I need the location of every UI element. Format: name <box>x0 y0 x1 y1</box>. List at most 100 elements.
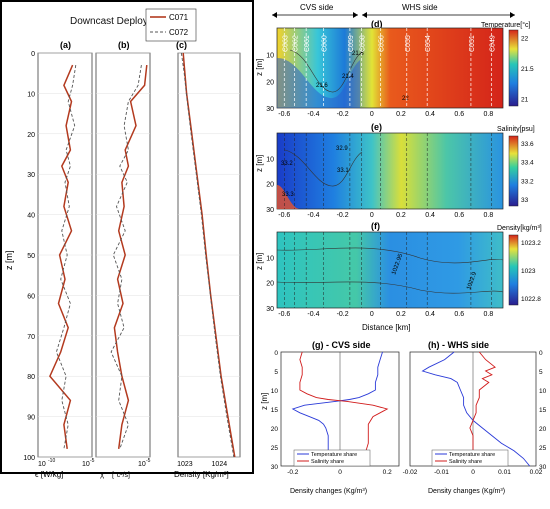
contour-label-temp-1: 21.6 <box>316 83 328 89</box>
section-density: (f) Density[kg/m³] 1022.95 1022.9 1022.8… <box>255 221 542 332</box>
panel-label-f: (f) <box>371 221 380 231</box>
cast-label: C049 <box>489 35 496 52</box>
panel-label-e: (e) <box>371 122 382 132</box>
cast-label: C054 <box>425 35 432 52</box>
density-axes: -0.6 -0.4 -0.2 0 0.2 0.4 0.6 0.8 10 20 30 <box>266 255 493 318</box>
colorbar-tick: 22 <box>521 35 529 42</box>
cast-label: C062 <box>292 35 299 52</box>
contour-label-temp-3: 22 <box>402 96 409 102</box>
profile-gridlines <box>38 52 240 458</box>
plot-b-xunit: [°c²/s] <box>112 471 130 479</box>
xtick-exp-b: -5 <box>146 458 151 464</box>
colorbar-tick: 33 <box>521 197 529 204</box>
plot-a-ylabel: z [m] <box>4 251 14 271</box>
section-xtick: 0.2 <box>396 212 406 219</box>
contour-label-sal-1: 32.9 <box>336 146 348 152</box>
cast-lines-salinity <box>284 133 492 209</box>
salinity-high-patch <box>277 185 300 209</box>
plot-a-xlabel: ϵ [W/kg] <box>35 470 63 479</box>
section-ytick: 30 <box>266 306 274 313</box>
left-figure-border <box>0 0 254 474</box>
plot-b-xlabel: χ <box>100 470 105 479</box>
cast-label: C051 <box>469 35 476 52</box>
share-line-temperature <box>291 351 383 466</box>
section-xtick: -0.4 <box>307 212 319 219</box>
heatmap-salinity <box>276 132 504 210</box>
share-ytick: 15 <box>271 407 279 414</box>
share-ytick: 30 <box>539 464 547 471</box>
plot-f-xlabel: Distance [km] <box>362 323 410 332</box>
section-xtick: -0.6 <box>278 311 290 318</box>
section-xtick: -0.4 <box>307 111 319 118</box>
plot-a-yticks: 0 10 20 30 40 50 60 70 80 90 100 <box>23 51 35 462</box>
left-panel-title: Downcast Deployments <box>70 16 175 27</box>
ytick-label: 70 <box>27 334 35 341</box>
cast-label: C055 <box>405 35 412 52</box>
xtick-label-b: 10 <box>138 461 146 468</box>
ytick-label: 0 <box>31 51 35 58</box>
share-ytick: 25 <box>271 445 279 452</box>
colorbar-label-density: Density[kg/m³] <box>497 225 542 232</box>
ytick-label: 90 <box>27 415 35 422</box>
share-ytick: 20 <box>271 426 279 433</box>
cast-markers: C063 C062 C061 C060 C059 C058 C056 C055 C054 C051… <box>282 28 496 108</box>
colorbar-temperature-ticks: 21 21.5 22 <box>521 35 534 103</box>
section-xtick: -0.4 <box>307 311 319 318</box>
colorbar-density <box>508 234 519 306</box>
colorbar-tick: 33.2 <box>521 178 534 185</box>
colorbar-label-temperature: Temperature[°c] <box>481 21 531 29</box>
profile-line-c071 <box>113 65 148 449</box>
xtick-label-c: 1024 <box>212 461 228 468</box>
section-temperature: CVS side WHS side (d) Temperature[°c] 21… <box>255 3 534 118</box>
legend-h-temp: Temperature share <box>449 452 495 458</box>
panel-label-d: (d) <box>371 19 383 29</box>
contour-label-sal-3: 33.2 <box>281 161 293 167</box>
xtick-exp-a: -10 <box>48 458 55 464</box>
section-xtick: 0 <box>370 212 374 219</box>
cast-label: C061 <box>304 35 311 52</box>
section-xtick: -0.2 <box>337 311 349 318</box>
colorbar-temperature <box>508 29 519 107</box>
ytick-label: 20 <box>27 132 35 139</box>
legend-g-temp: Temperature share <box>311 452 357 458</box>
panel-label-c: (c) <box>176 40 187 50</box>
cast-label: C056 <box>379 35 386 52</box>
panel-label-h: (h) - WHS side <box>428 340 489 350</box>
section-xtick: -0.6 <box>278 111 290 118</box>
cast-lines-density <box>284 232 492 308</box>
contour-line-sal <box>284 149 363 187</box>
plot-d-ylabel: z [m] <box>255 59 264 76</box>
profile-line-c071 <box>49 64 74 450</box>
contour-line-temp <box>289 49 363 93</box>
panel-label-g: (g) - CVS side <box>312 340 371 350</box>
section-xtick: 0.8 <box>484 111 494 118</box>
section-ytick: 20 <box>266 79 274 86</box>
section-ytick: 30 <box>266 207 274 214</box>
contour-label-temp-2: 21.4 <box>342 74 354 80</box>
heatmap-density <box>276 231 504 309</box>
profile-lines <box>49 52 236 458</box>
section-xtick: 0.6 <box>454 311 464 318</box>
contour-label-sal-2: 33.1 <box>337 168 349 174</box>
share-xtick: -0.01 <box>434 469 449 476</box>
share-ytick: 25 <box>539 445 547 452</box>
density-profile-c072 <box>180 52 235 458</box>
colorbar-tick: 33.4 <box>521 160 534 167</box>
ytick-label: 40 <box>27 213 35 220</box>
share-ytick: 0 <box>274 350 278 357</box>
xtick-label-a: 10 <box>38 461 46 468</box>
cast-label: C060 <box>322 35 329 52</box>
ytick-label: 100 <box>23 455 35 462</box>
section-ytick: 20 <box>266 281 274 288</box>
share-xtick: 0.02 <box>530 469 543 476</box>
contour-line-den-2 <box>276 281 504 294</box>
share-line-salinity <box>469 351 496 466</box>
section-xtick: 0.8 <box>484 311 494 318</box>
share-line-salinity <box>299 351 389 466</box>
share-xtick: 0 <box>471 469 475 476</box>
colorbar-tick: 21.5 <box>521 66 534 73</box>
section-xtick: 0.4 <box>425 111 435 118</box>
cast-label: C063 <box>282 35 289 52</box>
share-ytick: 15 <box>539 407 547 414</box>
